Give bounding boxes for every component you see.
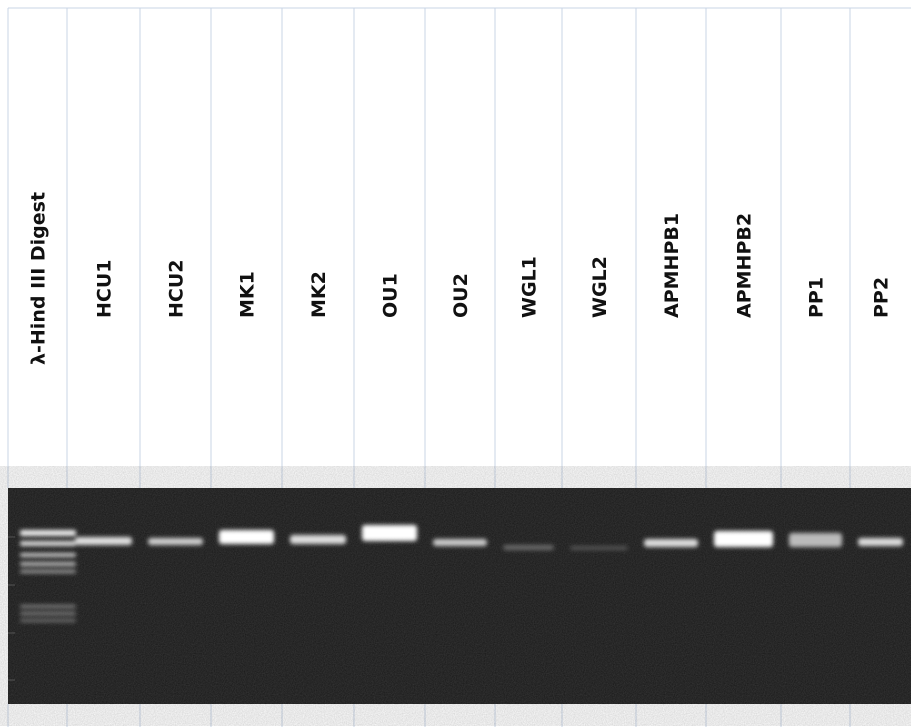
band (219, 530, 274, 544)
gel-figure: λ-Hind III Digest HCU1 HCU2 MK1 MK2 OU1 OU2 WGL… (0, 0, 911, 727)
lane-label: APMHPB2 (734, 213, 756, 318)
band (148, 538, 203, 545)
lane-label: λ-Hind III Digest (28, 192, 50, 365)
lane-label: PP1 (806, 277, 828, 318)
band (644, 539, 698, 547)
lane-label: MK2 (308, 271, 330, 318)
band (20, 605, 76, 608)
band (20, 562, 76, 566)
band (290, 535, 346, 544)
band (433, 539, 487, 546)
band (362, 525, 417, 541)
band (858, 538, 903, 546)
band (714, 531, 773, 547)
lane-label: WGL2 (589, 256, 611, 318)
lane-label: MK1 (237, 271, 259, 318)
band (75, 537, 132, 545)
lane-labels: λ-Hind III Digest HCU1 HCU2 MK1 MK2 OU1 OU2 WGL… (28, 192, 893, 365)
lane-label: PP2 (871, 277, 893, 318)
gel-image (8, 488, 911, 704)
band (20, 612, 76, 615)
lane-label: OU2 (450, 273, 472, 318)
band (20, 570, 76, 573)
lane-label: HCU2 (166, 260, 188, 319)
lane-label: WGL1 (519, 256, 541, 318)
band (570, 546, 628, 550)
band (20, 530, 76, 536)
lane-label: HCU1 (94, 260, 116, 319)
band (789, 533, 842, 547)
band (20, 553, 76, 557)
band (20, 541, 76, 546)
lane-label: OU1 (380, 273, 402, 318)
band (20, 619, 76, 622)
band (503, 545, 554, 550)
lane-label: APMHPB1 (661, 213, 683, 318)
